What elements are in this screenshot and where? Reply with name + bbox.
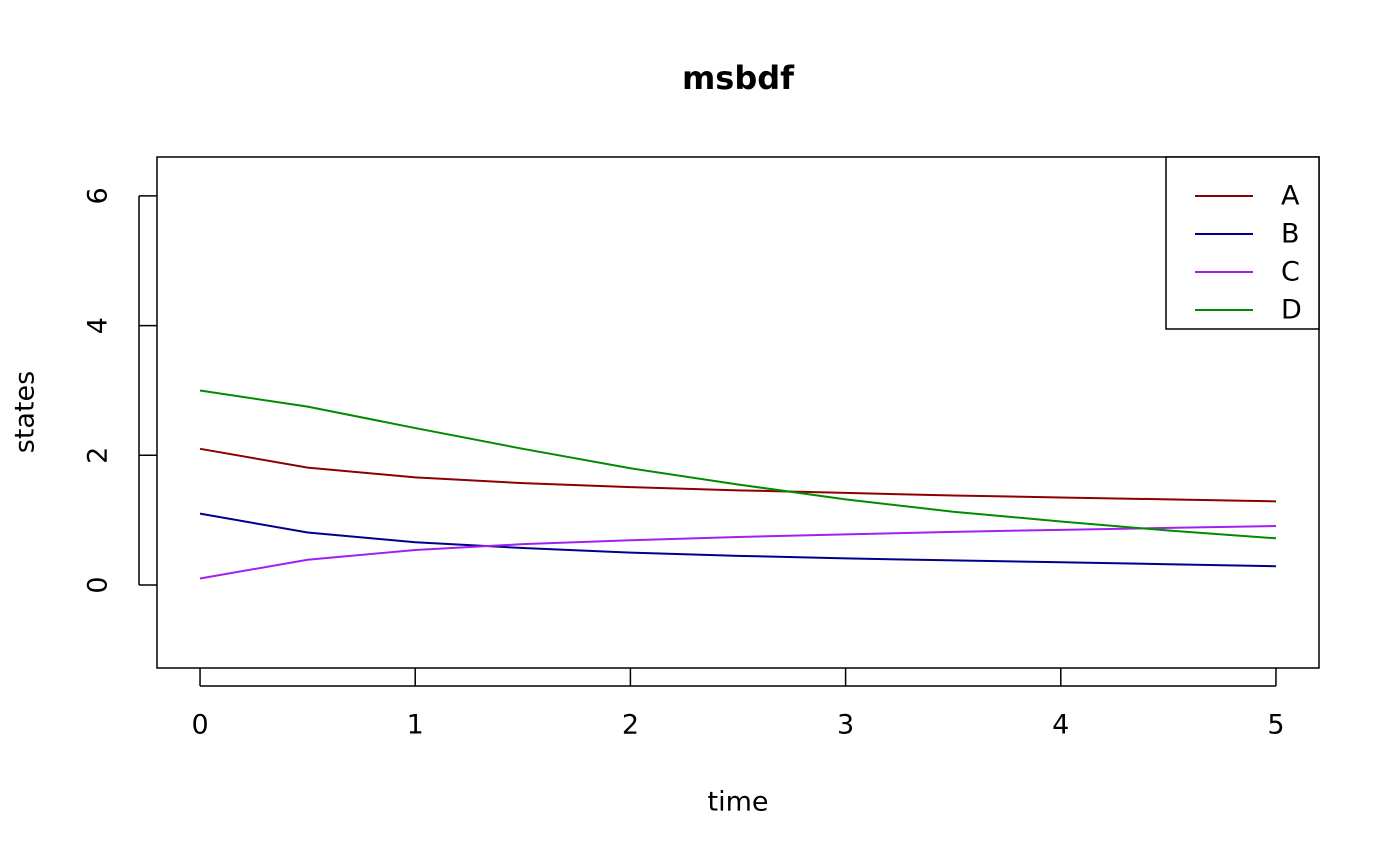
x-tick-label: 3: [837, 710, 854, 741]
y-tick-label: 4: [83, 317, 114, 334]
chart-title: msbdf: [682, 59, 795, 97]
legend-label: C: [1281, 257, 1300, 288]
plot-frame: [156, 156, 1320, 669]
y-tick-label: 2: [83, 447, 114, 464]
legend-box: [1165, 156, 1320, 330]
y-tick-label: 0: [83, 576, 114, 593]
y-tick-label: 6: [83, 187, 114, 204]
series-line: [199, 389, 1277, 540]
x-tick-label: 0: [191, 710, 208, 741]
x-tick-label: 2: [622, 710, 639, 741]
series-line: [199, 447, 1276, 503]
legend-label: A: [1281, 181, 1300, 212]
x-tick-label: 4: [1052, 710, 1069, 741]
x-tick-label: 5: [1267, 710, 1284, 741]
series-line: [199, 512, 1276, 568]
legend-label: B: [1281, 219, 1300, 250]
x-tick-label: 1: [407, 710, 424, 741]
y-axis-label: states: [10, 371, 41, 453]
x-axis-label: time: [707, 787, 768, 818]
series-line: [199, 524, 1276, 580]
legend-label: D: [1281, 295, 1302, 326]
